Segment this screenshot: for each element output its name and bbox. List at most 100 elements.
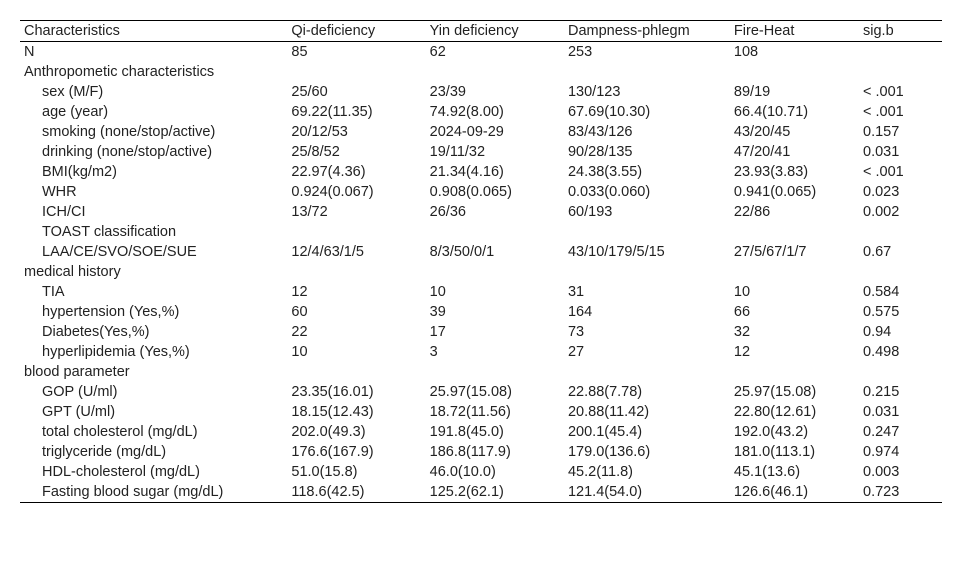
table-cell: 0.575 [859, 302, 942, 322]
table-cell [287, 262, 425, 282]
table-cell: 89/19 [730, 82, 859, 102]
table-cell: 0.247 [859, 422, 942, 442]
col-fire-heat: Fire-Heat [730, 21, 859, 42]
col-dampness-phlegm: Dampness-phlegm [564, 21, 730, 42]
table-cell: 200.1(45.4) [564, 422, 730, 442]
table-cell: 20/12/53 [287, 122, 425, 142]
table-cell: 12/4/63/1/5 [287, 242, 425, 262]
table-cell: N [20, 42, 287, 63]
table-cell: 74.92(8.00) [426, 102, 564, 122]
table-cell: triglyceride (mg/dL) [20, 442, 287, 462]
table-cell: 22.80(12.61) [730, 402, 859, 422]
table-cell: total cholesterol (mg/dL) [20, 422, 287, 442]
table-row: HDL-cholesterol (mg/dL)51.0(15.8)46.0(10… [20, 462, 942, 482]
table-row: triglyceride (mg/dL)176.6(167.9)186.8(11… [20, 442, 942, 462]
table-cell: 69.22(11.35) [287, 102, 425, 122]
table-cell [564, 262, 730, 282]
table-cell: 45.1(13.6) [730, 462, 859, 482]
table-cell [564, 62, 730, 82]
table-cell [859, 42, 942, 63]
table-row: total cholesterol (mg/dL)202.0(49.3)191.… [20, 422, 942, 442]
table-cell: 179.0(136.6) [564, 442, 730, 462]
table-cell [859, 222, 942, 242]
table-cell [730, 362, 859, 382]
table-cell: 10 [730, 282, 859, 302]
table-cell: 67.69(10.30) [564, 102, 730, 122]
table-cell [564, 222, 730, 242]
table-cell: 73 [564, 322, 730, 342]
table-cell: 8/3/50/0/1 [426, 242, 564, 262]
table-cell: 90/28/135 [564, 142, 730, 162]
table-cell: 118.6(42.5) [287, 482, 425, 503]
table-cell: 32 [730, 322, 859, 342]
table-row: drinking (none/stop/active)25/8/5219/11/… [20, 142, 942, 162]
table-cell [730, 262, 859, 282]
table-cell: 0.033(0.060) [564, 182, 730, 202]
table-cell: 45.2(11.8) [564, 462, 730, 482]
table-cell: 0.157 [859, 122, 942, 142]
col-characteristics: Characteristics [20, 21, 287, 42]
table-cell: GPT (U/ml) [20, 402, 287, 422]
table-cell: HDL-cholesterol (mg/dL) [20, 462, 287, 482]
table-row: BMI(kg/m2)22.97(4.36)21.34(4.16)24.38(3.… [20, 162, 942, 182]
table-cell: 0.723 [859, 482, 942, 503]
table-cell: 0.031 [859, 142, 942, 162]
table-row: ICH/CI13/7226/3660/19322/860.002 [20, 202, 942, 222]
col-sigb: sig.b [859, 21, 942, 42]
characteristics-table: Characteristics Qi-deficiency Yin defici… [20, 20, 942, 503]
table-cell: Anthropometic characteristics [20, 62, 287, 82]
table-cell: 18.72(11.56) [426, 402, 564, 422]
table-cell: smoking (none/stop/active) [20, 122, 287, 142]
table-cell: 2024-09-29 [426, 122, 564, 142]
table-cell [426, 262, 564, 282]
table-cell: 23/39 [426, 82, 564, 102]
table-cell: age (year) [20, 102, 287, 122]
table-cell [859, 262, 942, 282]
table-cell: 202.0(49.3) [287, 422, 425, 442]
table-cell: 13/72 [287, 202, 425, 222]
table-cell: Diabetes(Yes,%) [20, 322, 287, 342]
table-cell: 0.584 [859, 282, 942, 302]
table-cell: 66.4(10.71) [730, 102, 859, 122]
table-cell: medical history [20, 262, 287, 282]
table-header-row: Characteristics Qi-deficiency Yin defici… [20, 21, 942, 42]
table-cell: < .001 [859, 162, 942, 182]
table-cell: 22.88(7.78) [564, 382, 730, 402]
table-cell [426, 362, 564, 382]
table-cell: 12 [287, 282, 425, 302]
table-cell: hyperlipidemia (Yes,%) [20, 342, 287, 362]
table-cell [426, 222, 564, 242]
table-cell: Fasting blood sugar (mg/dL) [20, 482, 287, 503]
table-cell: 51.0(15.8) [287, 462, 425, 482]
table-row: N8562253108 [20, 42, 942, 63]
table-cell: blood parameter [20, 362, 287, 382]
table-cell: 0.002 [859, 202, 942, 222]
table-row: TIA121031100.584 [20, 282, 942, 302]
table-cell: TIA [20, 282, 287, 302]
table-cell: 10 [426, 282, 564, 302]
table-cell: ICH/CI [20, 202, 287, 222]
table-cell: 19/11/32 [426, 142, 564, 162]
table-cell: 0.908(0.065) [426, 182, 564, 202]
table-row: LAA/CE/SVO/SOE/SUE12/4/63/1/58/3/50/0/14… [20, 242, 942, 262]
col-qi-deficiency: Qi-deficiency [287, 21, 425, 42]
table-cell: 83/43/126 [564, 122, 730, 142]
table-cell: 43/20/45 [730, 122, 859, 142]
table-cell: 108 [730, 42, 859, 63]
table-row: Diabetes(Yes,%)221773320.94 [20, 322, 942, 342]
table-cell: 125.2(62.1) [426, 482, 564, 503]
table-body: N8562253108Anthropometic characteristics… [20, 42, 942, 503]
table-cell: hypertension (Yes,%) [20, 302, 287, 322]
table-cell: WHR [20, 182, 287, 202]
table-cell: 126.6(46.1) [730, 482, 859, 503]
table-cell: 22.97(4.36) [287, 162, 425, 182]
table-cell: 0.003 [859, 462, 942, 482]
table-cell: 0.498 [859, 342, 942, 362]
table-cell: 43/10/179/5/15 [564, 242, 730, 262]
table-cell: 0.215 [859, 382, 942, 402]
table-row: hyperlipidemia (Yes,%)10327120.498 [20, 342, 942, 362]
table-cell: 164 [564, 302, 730, 322]
table-cell [287, 222, 425, 242]
table-cell: 60 [287, 302, 425, 322]
table-cell: 26/36 [426, 202, 564, 222]
